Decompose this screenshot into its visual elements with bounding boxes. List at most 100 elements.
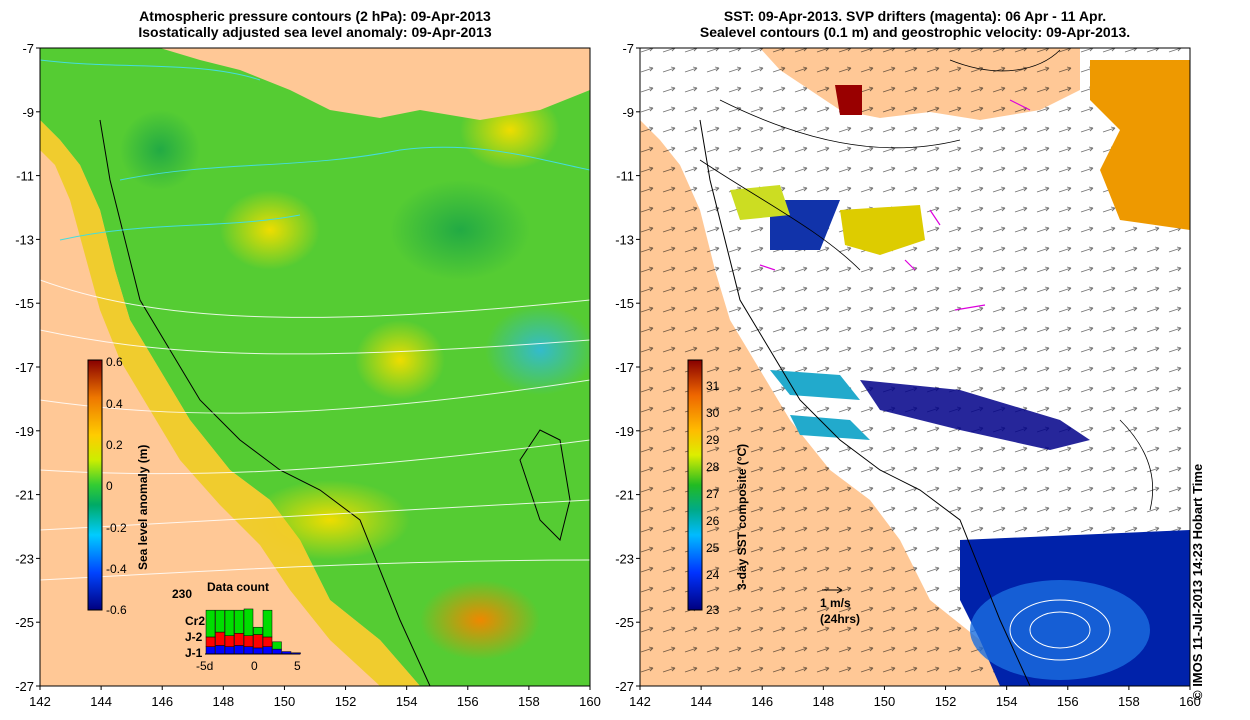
lat-tick-label: -7 bbox=[22, 41, 34, 56]
lon-tick-label: 144 bbox=[90, 694, 112, 709]
sst-tick: 24 bbox=[706, 568, 720, 582]
sst-tick: 29 bbox=[706, 433, 720, 447]
data-count-bar-j-2 bbox=[215, 631, 225, 646]
data-count-bar-cr2 bbox=[243, 608, 254, 636]
scale-arrow: 1 m/s (24hrs) bbox=[820, 586, 860, 626]
lat-tick-label: -15 bbox=[15, 296, 34, 311]
left-map bbox=[40, 48, 590, 686]
pressure-contours bbox=[40, 279, 590, 581]
lat-tick-label: -27 bbox=[15, 679, 34, 694]
data-count-bar-cr2 bbox=[224, 609, 235, 636]
data-count-bar-cr2 bbox=[215, 609, 225, 633]
sla-colorbar-label: Sea level anomaly (m) bbox=[136, 445, 150, 570]
data-count-bar-j-1 bbox=[224, 646, 235, 655]
sst-tick: 27 bbox=[706, 487, 720, 501]
sst-tick: 26 bbox=[706, 514, 720, 528]
sla-tick: -0.4 bbox=[106, 562, 127, 576]
sst-yellow-patch bbox=[730, 185, 790, 220]
lat-tick-label: -11 bbox=[616, 169, 634, 184]
sst-orange-patch bbox=[1090, 60, 1190, 230]
lon-tick-label: 156 bbox=[457, 694, 479, 709]
scale-arrow-sublabel: (24hrs) bbox=[820, 612, 860, 626]
lon-tick-label: 150 bbox=[274, 694, 296, 709]
lon-tick-label: 142 bbox=[29, 694, 51, 709]
lat-tick-label: -25 bbox=[15, 615, 34, 630]
lon-tick-label: 146 bbox=[151, 694, 173, 709]
data-count-bar-j-1 bbox=[253, 647, 263, 655]
lon-tick-label: 152 bbox=[935, 694, 957, 709]
lat-tick-label: -27 bbox=[615, 679, 634, 694]
data-count-bar-cr2 bbox=[234, 609, 244, 634]
sst-red-patch bbox=[835, 85, 862, 115]
left-title-line2: Isostatically adjusted sea level anomaly… bbox=[138, 24, 492, 40]
lat-tick-label: -23 bbox=[15, 551, 34, 566]
data-count-bar-j-1 bbox=[243, 646, 254, 655]
lat-tick-label: -21 bbox=[15, 488, 34, 503]
sla-tick: -0.6 bbox=[106, 603, 127, 617]
data-count-bar-j-1 bbox=[262, 646, 273, 655]
sla-high-patch bbox=[220, 190, 320, 270]
sst-tick: 31 bbox=[706, 379, 720, 393]
left-cyan-contour bbox=[40, 59, 590, 241]
legend-j1: J-1 bbox=[185, 646, 203, 660]
scale-arrow-icon bbox=[822, 586, 843, 594]
data-count-xtick: 5 bbox=[294, 659, 301, 673]
sla-high-patch bbox=[355, 320, 445, 400]
lat-tick-label: -17 bbox=[615, 360, 634, 375]
lat-tick-label: -25 bbox=[615, 615, 634, 630]
lat-tick-label: -21 bbox=[615, 488, 634, 503]
legend-j2: J-2 bbox=[185, 630, 203, 644]
lon-tick-label: 156 bbox=[1057, 694, 1079, 709]
data-count-bar-j-2 bbox=[243, 635, 254, 647]
right-title-line2: Sealevel contours (0.1 m) and geostrophi… bbox=[699, 24, 1131, 40]
data-count-bar-j-1 bbox=[215, 645, 225, 655]
lon-tick-label: 158 bbox=[518, 694, 540, 709]
data-count-xtick: -5d bbox=[196, 659, 213, 673]
data-count-bar-j-1 bbox=[234, 645, 244, 655]
svp-drifter-tracks bbox=[759, 99, 1031, 311]
lon-tick-label: 154 bbox=[996, 694, 1018, 709]
lon-tick-label: 160 bbox=[1179, 694, 1201, 709]
eddy-contours bbox=[1009, 599, 1111, 661]
data-count-max: 230 bbox=[172, 587, 192, 601]
sla-high-patch bbox=[420, 580, 540, 660]
sst-tick: 30 bbox=[706, 406, 720, 420]
lat-tick-label: -19 bbox=[615, 424, 634, 439]
lon-tick-label: 158 bbox=[1118, 694, 1140, 709]
sealevel-contours bbox=[699, 49, 1154, 511]
legend-cr2: Cr2 bbox=[185, 614, 205, 628]
lon-tick-label: 148 bbox=[212, 694, 234, 709]
data-count-bar-j-2 bbox=[224, 635, 235, 647]
data-count-bar-j-2 bbox=[205, 636, 216, 647]
sla-tick: 0.4 bbox=[106, 397, 123, 411]
lat-tick-label: -9 bbox=[22, 105, 34, 120]
sst-cold-band bbox=[860, 380, 1090, 450]
sst-tick: 25 bbox=[706, 541, 720, 555]
lat-tick-label: -23 bbox=[615, 551, 634, 566]
lon-tick-label: 146 bbox=[751, 694, 773, 709]
lon-tick-label: 142 bbox=[629, 694, 651, 709]
lat-tick-label: -17 bbox=[15, 360, 34, 375]
credit-text: © IMOS 11-Jul-2013 14:23 Hobart Time bbox=[1190, 463, 1205, 700]
right-shelf-contour bbox=[699, 119, 1031, 686]
scale-arrow-label: 1 m/s bbox=[820, 596, 851, 610]
sla-tick: -0.2 bbox=[106, 521, 127, 535]
sla-low-patch bbox=[485, 305, 590, 395]
left-title: Atmospheric pressure contours (2 hPa): 0… bbox=[40, 8, 590, 40]
left-title-line1: Atmospheric pressure contours (2 hPa): 0… bbox=[139, 8, 491, 24]
sst-teal-patch bbox=[770, 370, 870, 440]
data-count-bar-j-2 bbox=[234, 633, 244, 646]
left-shelf-contour bbox=[99, 119, 431, 686]
left-reef-contour bbox=[519, 429, 571, 541]
data-count-inset: 230 Data count Cr2 J-2 J-1 -5d 0 5 bbox=[172, 580, 301, 673]
sla-tick: 0.2 bbox=[106, 438, 123, 452]
data-count-bar-cr2 bbox=[205, 609, 216, 638]
data-count-bar-j-1 bbox=[205, 646, 216, 655]
data-count-title: Data count bbox=[207, 580, 269, 594]
sst-tick: 23 bbox=[706, 603, 720, 617]
sst-warm-eddy bbox=[970, 580, 1150, 680]
lon-tick-label: 148 bbox=[812, 694, 834, 709]
left-land-mass-png bbox=[160, 48, 590, 120]
